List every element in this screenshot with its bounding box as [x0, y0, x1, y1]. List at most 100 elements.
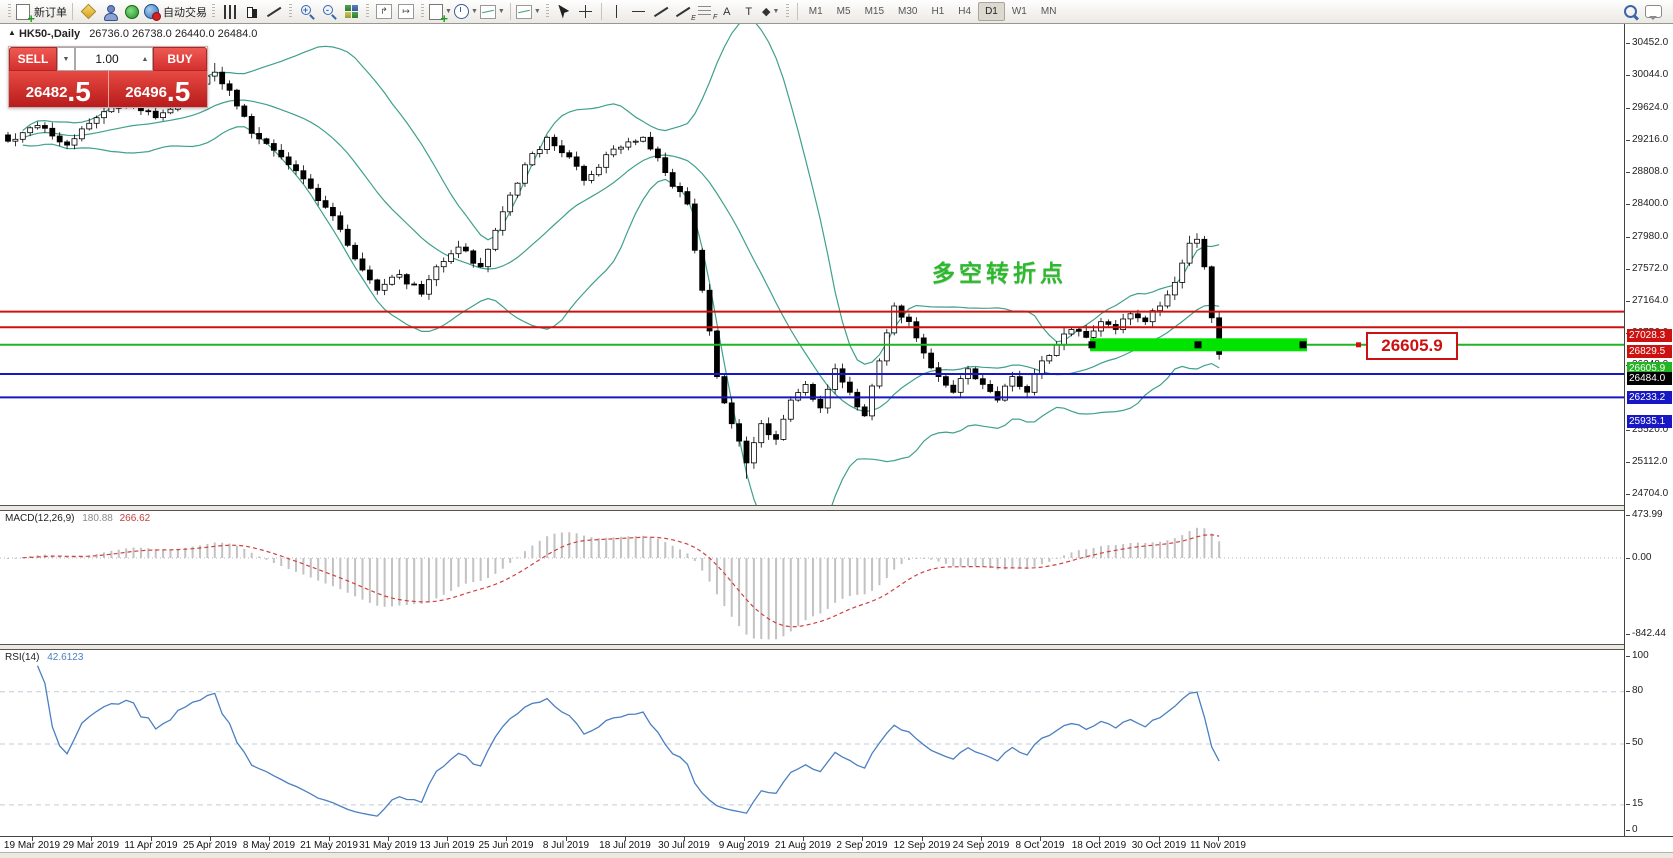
macd-splitter[interactable]	[0, 505, 1673, 511]
timeframe-H1[interactable]: H1	[931, 6, 945, 17]
history-center-icon[interactable]	[78, 2, 98, 22]
volume-down-button[interactable]: ▼	[57, 47, 75, 71]
window-bottom-edge	[0, 852, 1673, 858]
candlestick-chart-icon[interactable]	[242, 2, 262, 22]
macd-label: MACD(12,26,9) 180.88 266.62	[5, 513, 150, 524]
rsi-label: RSI(14) 42.6123	[5, 652, 83, 663]
chart-forward-icon[interactable]: ↱	[374, 2, 394, 22]
rsi-panel[interactable]	[0, 650, 1624, 836]
text-label-icon[interactable]: T	[745, 5, 753, 18]
toolbar-grip	[289, 4, 292, 19]
toolbar-separator	[509, 3, 511, 20]
line-chart-icon[interactable]	[264, 2, 284, 22]
macd-name: MACD(12,26,9)	[5, 513, 75, 524]
volume-input[interactable]	[76, 51, 138, 67]
tile-windows-icon[interactable]	[341, 2, 361, 22]
rsi-splitter[interactable]	[0, 644, 1673, 650]
horizontal-line-icon[interactable]	[629, 2, 649, 22]
axis-tick-label: 28400.0	[1632, 197, 1669, 209]
highlight-rectangle[interactable]	[1088, 338, 1308, 352]
chart-ohlc-values: 26736.0 26738.0 26440.0 26484.0	[89, 28, 258, 40]
crosshair-icon[interactable]	[576, 2, 596, 22]
chart-symbol-period: HK50-,Daily	[18, 28, 81, 40]
selection-handle[interactable]	[1194, 341, 1202, 349]
date-label: 25 Jun 2019	[478, 840, 534, 851]
trendline-icon[interactable]	[651, 2, 671, 22]
selection-handle[interactable]	[1299, 341, 1307, 349]
axis-tick-label: 25112.0	[1632, 455, 1668, 467]
axis-tick-label: 50	[1632, 737, 1644, 748]
axis-tick-label: 27572.0	[1632, 262, 1669, 274]
profile-icon[interactable]	[100, 2, 120, 22]
current-price-label: 26484.0	[1627, 371, 1672, 385]
axis-tick-label: 24704.0	[1632, 487, 1669, 499]
chart-end-icon[interactable]: ↦	[396, 2, 416, 22]
volume-up-button[interactable]: ▲	[138, 55, 152, 63]
timeframe-M1[interactable]: M1	[808, 6, 823, 17]
axis-tick-label: 30452.0	[1632, 36, 1669, 48]
vertical-line-icon[interactable]	[607, 2, 627, 22]
chart-annotation-text[interactable]: 多空转折点	[932, 260, 1067, 286]
timeframe-H4[interactable]: H4	[958, 6, 972, 17]
chart-profile-icon[interactable]: ▼	[515, 2, 541, 22]
date-label: 18 Oct 2019	[1071, 840, 1127, 851]
date-label: 2 Sep 2019	[836, 840, 888, 851]
toolbar-grip	[545, 4, 549, 19]
toolbar-grip	[8, 4, 11, 19]
new-order-button[interactable]: 新订单	[16, 2, 67, 24]
rsi-value: 42.6123	[47, 652, 84, 663]
date-label: 8 May 2019	[242, 840, 296, 851]
sell-button[interactable]: SELL	[9, 47, 57, 71]
timeframe-M30[interactable]: M30	[898, 6, 918, 17]
axis-tick-label: 27980.0	[1632, 230, 1669, 242]
timeframe-M15[interactable]: M15	[864, 6, 885, 17]
axis-tick-label: 0	[1632, 824, 1638, 835]
axis-tick-label: 473.99	[1632, 509, 1663, 521]
macd-panel[interactable]	[0, 511, 1624, 644]
toolbar-separator	[72, 3, 73, 20]
zoom-out-icon[interactable]	[319, 2, 339, 22]
selection-handle[interactable]	[1088, 341, 1096, 349]
macd-signal-line	[22, 534, 1220, 628]
bar-chart-icon[interactable]	[220, 2, 240, 22]
macd-signal-value: 266.62	[119, 513, 151, 524]
zoom-in-icon[interactable]	[297, 2, 317, 22]
axis-tick-label: -842.44	[1632, 628, 1666, 640]
cursor-icon[interactable]	[554, 2, 574, 22]
buy-price-main: 26496	[125, 84, 167, 101]
macd-histogram	[7, 527, 1221, 640]
price-axis[interactable]: 30452.0 30044.0 29624.0 29216.0 28808.0 28400…	[1624, 24, 1673, 836]
templates-icon[interactable]: ▼	[479, 2, 505, 22]
fibonacci-icon[interactable]: F	[695, 2, 717, 22]
sell-price-display[interactable]: 26482 .5	[9, 71, 108, 107]
search-icon[interactable]	[1621, 2, 1641, 22]
arrows-icon[interactable]: ◆ ▼	[762, 6, 780, 18]
timeframe-M5[interactable]: M5	[836, 6, 851, 17]
candlesticks	[5, 62, 1223, 479]
auto-trading-button[interactable]: 自动交易	[144, 2, 207, 22]
axis-tick-label: 80	[1632, 684, 1644, 696]
axis-tick-label: 100	[1632, 650, 1649, 661]
signals-icon[interactable]	[122, 2, 142, 22]
text-icon[interactable]: A	[723, 5, 731, 18]
timeframe-MN[interactable]: MN	[1040, 6, 1057, 17]
buy-button[interactable]: BUY	[153, 47, 207, 71]
time-axis[interactable]: 19 Mar 2019 29 Mar 2019 11 Apr 2019 25 Apr …	[0, 836, 1673, 852]
buy-price-display[interactable]: 26496 .5	[109, 71, 208, 107]
periods-icon[interactable]: ▼	[453, 2, 478, 22]
toolbar-grip	[366, 4, 369, 19]
date-label: 12 Sep 2019	[893, 840, 951, 851]
channel-icon[interactable]: E	[673, 2, 696, 22]
main-chart-canvas[interactable]	[0, 24, 1624, 505]
timeframe-W1[interactable]: W1	[1011, 6, 1027, 17]
date-label: 11 Apr 2019	[124, 840, 178, 851]
macd-main-value: 180.88	[82, 513, 113, 524]
price-callout-label[interactable]: 26605.9	[1366, 331, 1458, 360]
date-label: 21 Aug 2019	[774, 840, 832, 851]
chat-icon[interactable]	[1643, 2, 1663, 22]
indicators-icon[interactable]: ▼	[429, 2, 452, 24]
timeframe-D1[interactable]: D1	[978, 2, 1005, 21]
date-label: 8 Jul 2019	[542, 840, 590, 851]
